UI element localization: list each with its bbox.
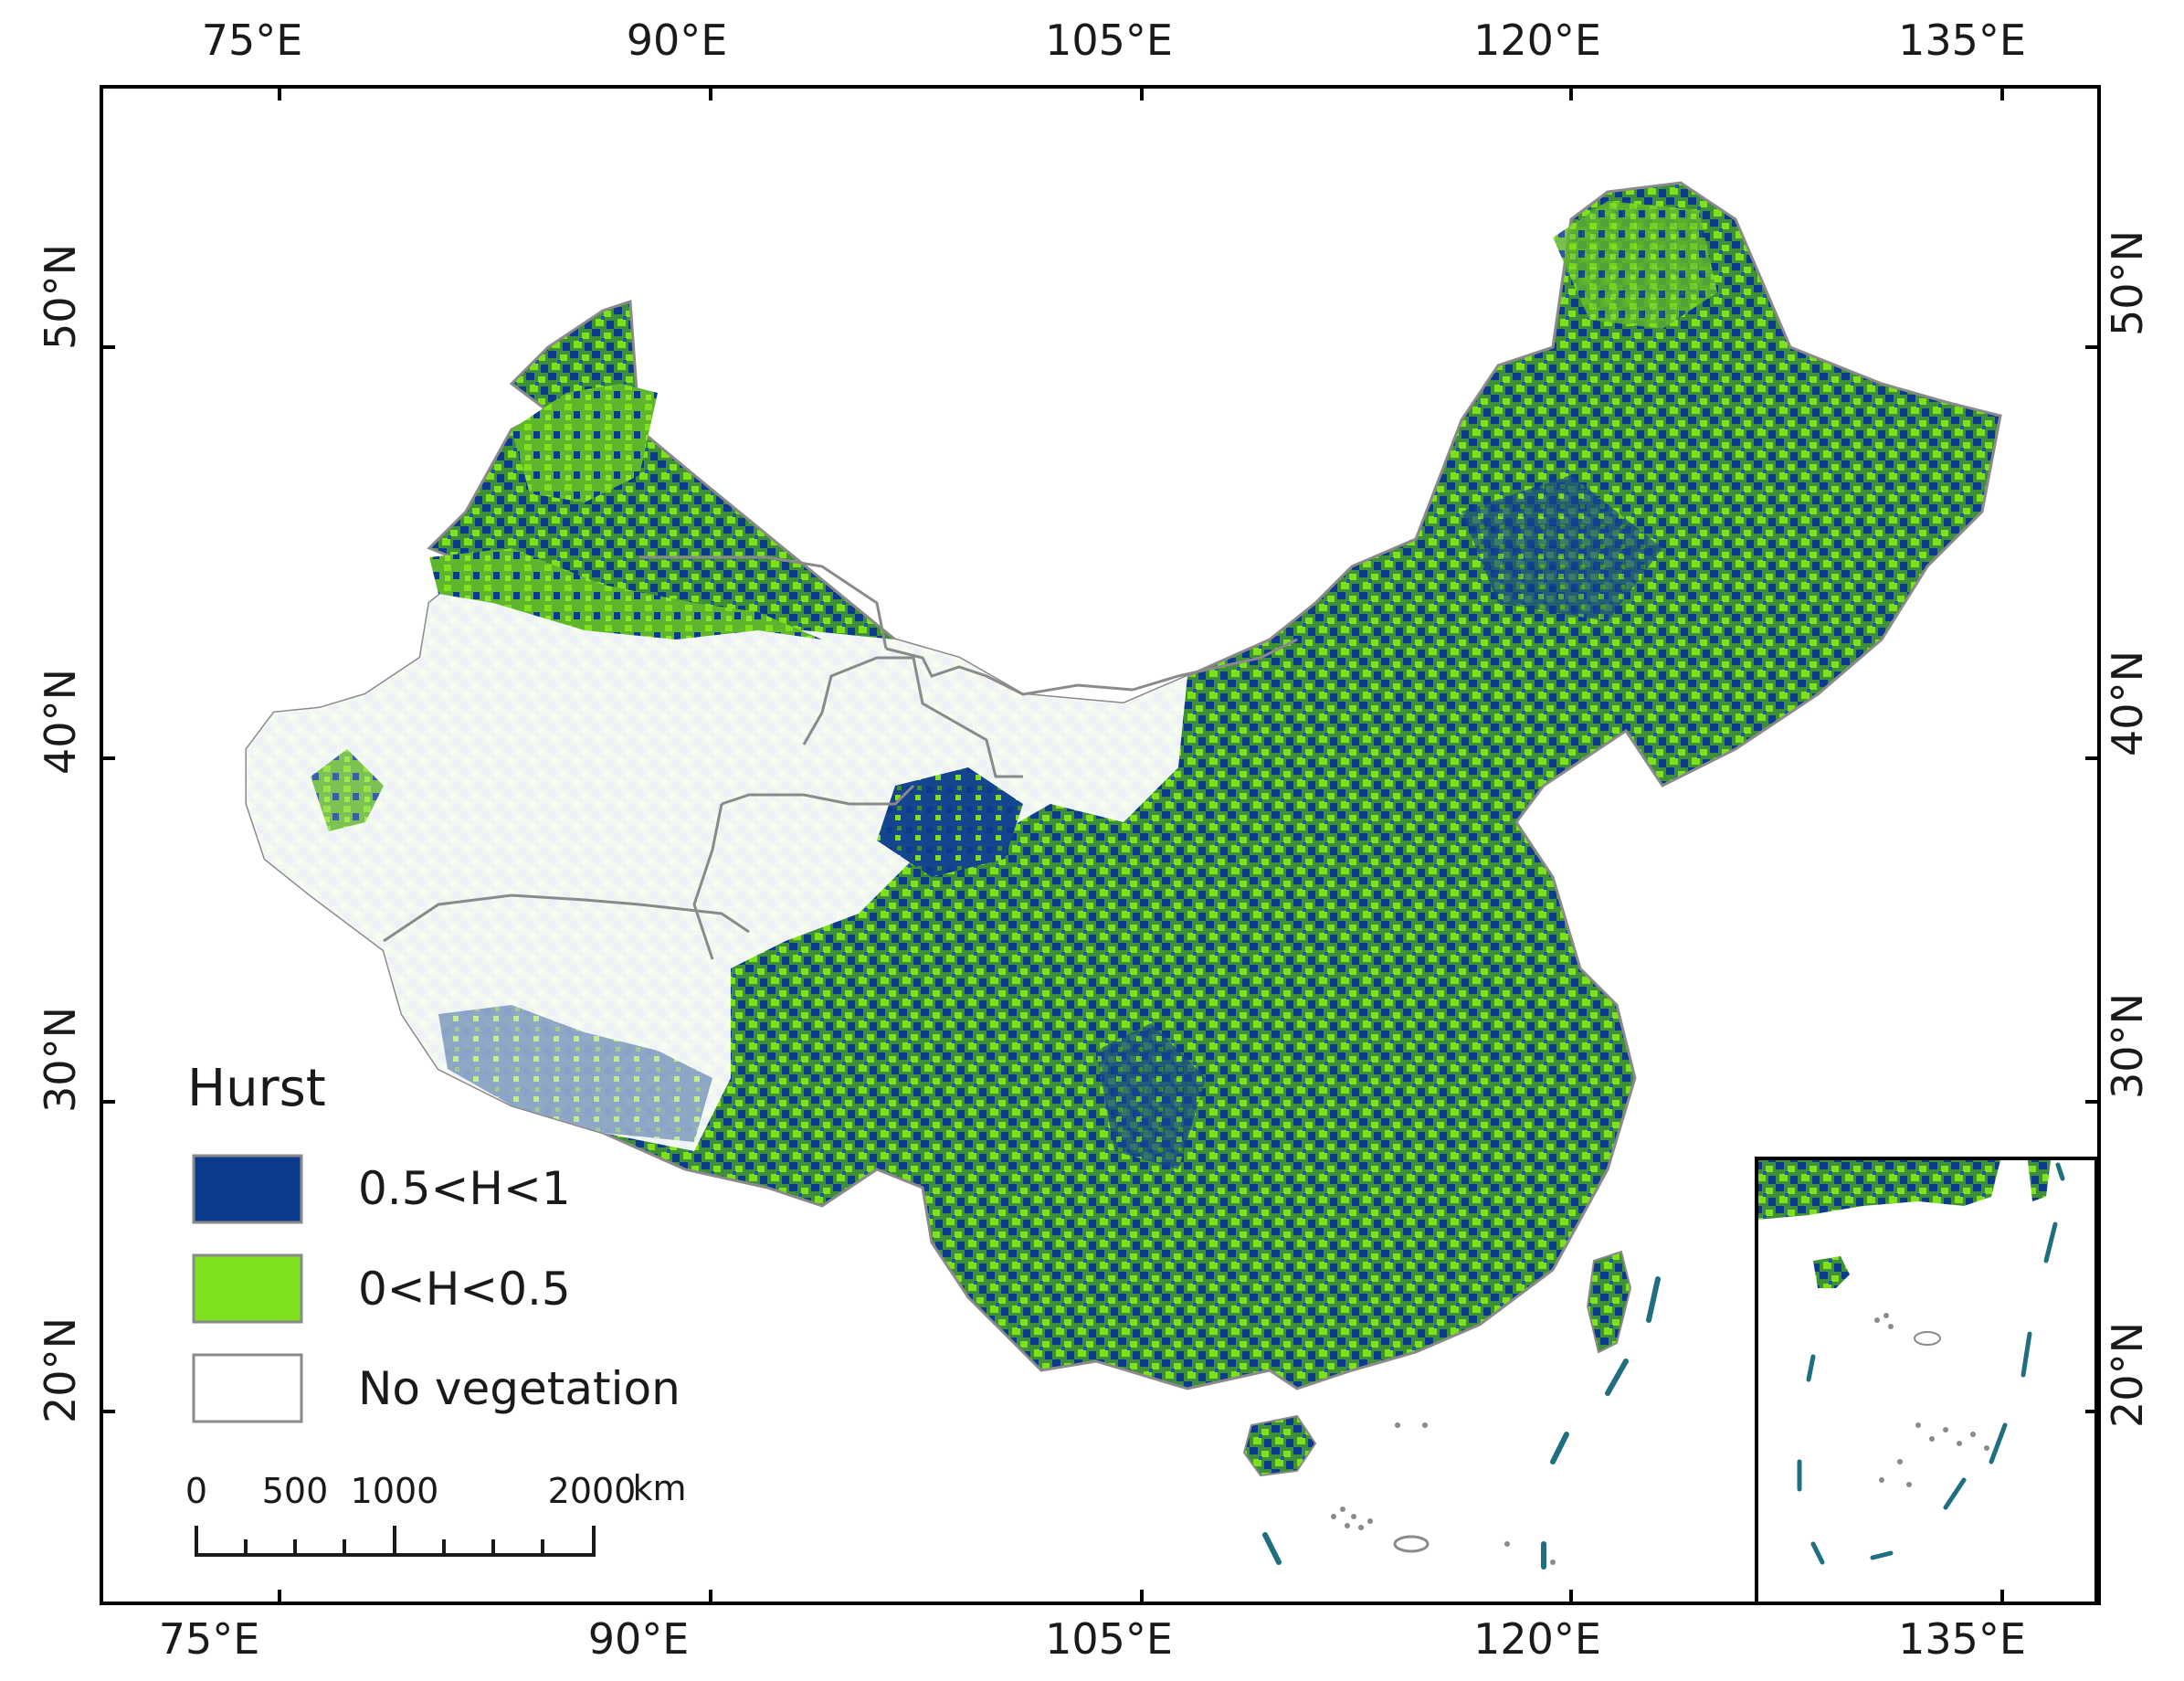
northeast-green-patch — [1553, 201, 1717, 329]
lon-label-135-bottom: 135°E — [1898, 1614, 2026, 1664]
lat-label-20-right: 20°N — [2103, 1322, 2152, 1428]
longitude-labels-top: 75°E 90°E 105°E 120°E 135°E — [202, 16, 2026, 65]
lon-label-135: 135°E — [1898, 16, 2026, 65]
scale-label-0: 0 — [185, 1471, 207, 1511]
lat-label-30: 30°N — [36, 1007, 85, 1113]
legend: Hurst 0.5<H<1 0<H<0.5 No vegetation — [187, 1059, 681, 1423]
lon-label-75: 75°E — [202, 16, 303, 65]
longitude-labels-bottom: 75°E 90°E 105°E 120°E 135°E — [159, 1614, 2026, 1664]
scale-label-1000: 1000 — [351, 1471, 439, 1511]
no-vegetation-region — [247, 566, 1187, 1151]
lat-label-40-right: 40°N — [2103, 650, 2152, 756]
lon-label-120: 120°E — [1473, 16, 1601, 65]
province-boundaries — [383, 555, 1298, 960]
lon-label-105-bottom: 105°E — [1045, 1614, 1173, 1664]
lon-label-90-bottom: 90°E — [588, 1614, 690, 1664]
lon-label-90: 90°E — [627, 16, 728, 65]
lat-label-40: 40°N — [36, 669, 85, 775]
legend-swatch-low — [192, 1253, 303, 1324]
china-landmass — [245, 181, 2002, 1477]
legend-label-none: No vegetation — [358, 1362, 681, 1415]
legend-label-low: 0<H<0.5 — [358, 1263, 571, 1316]
scale-bar: 0 500 1000 2000 km — [185, 1468, 687, 1557]
legend-label-high: 0.5<H<1 — [358, 1162, 571, 1215]
inset-mainland-coast — [1758, 1160, 2000, 1220]
inset-hainan — [1813, 1256, 1850, 1288]
lat-label-30-right: 30°N — [2103, 993, 2152, 1099]
lat-label-20: 20°N — [36, 1317, 85, 1423]
tianshan-vegetation — [429, 548, 822, 640]
qilian-blue-vegetation — [877, 767, 1023, 877]
latitude-labels-left: 50°N 40°N 30°N 20°N — [36, 244, 85, 1423]
lon-label-75-bottom: 75°E — [159, 1614, 260, 1664]
scale-line — [195, 1526, 596, 1557]
scale-unit: km — [632, 1468, 686, 1508]
lat-label-50-right: 50°N — [2103, 230, 2152, 336]
inset-taiwan — [2028, 1160, 2051, 1201]
lon-label-120-bottom: 120°E — [1473, 1614, 1601, 1664]
inset-nine-dash-line — [1797, 1162, 2065, 1565]
central-blue-patch — [1096, 1023, 1206, 1169]
legend-title: Hurst — [187, 1059, 326, 1118]
inset-frame — [1755, 1157, 2098, 1605]
northeast-blue-patch — [1461, 475, 1662, 621]
south-china-sea-islands — [1331, 1422, 1556, 1565]
lon-label-105: 105°E — [1045, 16, 1173, 65]
lat-label-50: 50°N — [36, 244, 85, 350]
nine-dash-line — [1262, 1276, 1661, 1570]
legend-swatch-none — [192, 1353, 303, 1423]
hainan-island — [1242, 1414, 1317, 1477]
latitude-labels-right: 50°N 40°N 30°N 20°N — [2103, 230, 2152, 1428]
legend-swatch-high — [192, 1154, 303, 1224]
scale-label-500: 500 — [262, 1471, 329, 1511]
scale-label-2000: 2000 — [548, 1471, 637, 1511]
south-china-sea-inset — [1755, 1157, 2098, 1605]
frame-ticks — [101, 87, 2099, 1603]
kunlun-vegetation — [311, 749, 384, 831]
map-frame — [100, 85, 2101, 1605]
tibet-scattered-vegetation — [438, 1005, 712, 1142]
inset-islands — [1874, 1313, 1989, 1487]
altai-vegetation — [512, 384, 658, 502]
taiwan-island — [1586, 1250, 1632, 1354]
